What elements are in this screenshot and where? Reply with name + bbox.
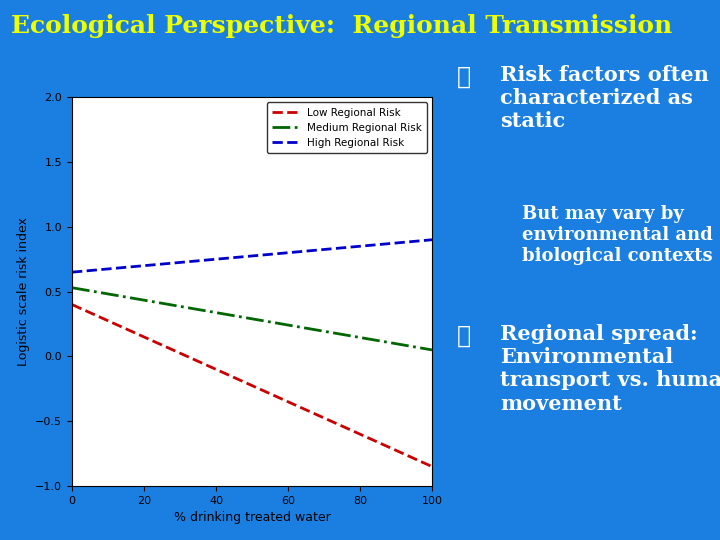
Text: But may vary by
environmental and
biological contexts: But may vary by environmental and biolog… xyxy=(522,205,713,265)
Text: Risk factors often
characterized as
static: Risk factors often characterized as stat… xyxy=(500,65,709,131)
Text: ❖: ❖ xyxy=(457,65,472,89)
Text: Regional spread:
Environmental
transport vs. human
movement: Regional spread: Environmental transport… xyxy=(500,324,720,414)
Text: ❖: ❖ xyxy=(457,324,472,348)
Y-axis label: Logistic scale risk index: Logistic scale risk index xyxy=(17,217,30,366)
X-axis label: % drinking treated water: % drinking treated water xyxy=(174,511,330,524)
Legend: Low Regional Risk, Medium Regional Risk, High Regional Risk: Low Regional Risk, Medium Regional Risk,… xyxy=(267,103,427,153)
Text: Ecological Perspective:  Regional Transmission: Ecological Perspective: Regional Transmi… xyxy=(11,14,672,37)
